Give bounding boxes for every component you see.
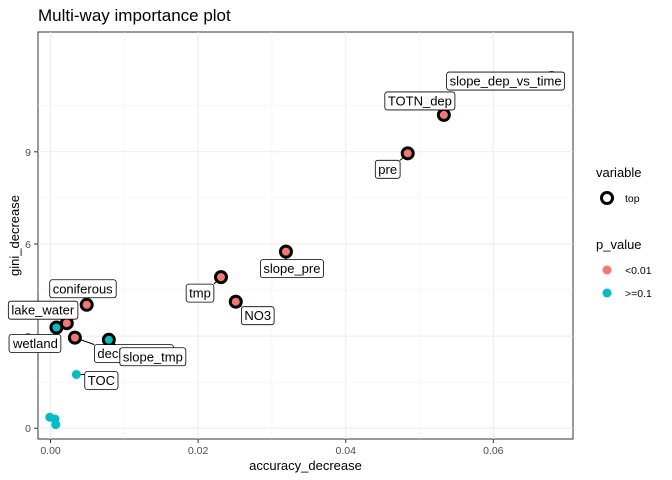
legend-key-top: [600, 191, 614, 205]
point-label-toc: TOC: [84, 371, 119, 390]
point-label-coniferous: coniferous: [49, 279, 117, 299]
point-label-box: [384, 91, 456, 111]
point-label-pre: pre: [374, 159, 401, 179]
point-label-box: [185, 283, 215, 303]
legend-label-lt-001: <0.01: [625, 265, 652, 277]
legend-key-lt-001: [602, 265, 612, 275]
point-label-tmp: tmp: [185, 283, 215, 303]
point-pre: [400, 146, 415, 161]
point-label-text: pre: [378, 162, 397, 177]
point-unlabeled: [51, 420, 61, 430]
chart-title: Multi-way importance plot: [38, 6, 231, 25]
point-tmp: [214, 270, 229, 285]
x-tick-label: 0.02: [188, 445, 209, 457]
point-label-text: slope_pre: [263, 261, 320, 276]
plot-panel: [37, 31, 574, 440]
y-tick-label: 0: [25, 423, 31, 435]
point-label-box: [374, 159, 401, 179]
point-label-text: coniferous: [53, 281, 113, 296]
point-wetland: [49, 320, 64, 335]
point-label-box: [84, 371, 119, 390]
point-label-slope-pre: slope_pre: [259, 259, 324, 279]
y-tick-label: 6: [25, 239, 31, 251]
y-axis-ticks: 0369: [25, 147, 38, 435]
point-slope-pre: [278, 244, 293, 259]
point-no3: [228, 294, 243, 309]
point-label-text: TOTN_dep: [388, 93, 452, 108]
point-label-text: slope_tmp: [123, 349, 183, 364]
point-label-text: lake_water: [11, 303, 75, 318]
point-decid-mixed: [67, 330, 82, 345]
point-label-totn-dep: TOTN_dep: [384, 91, 456, 111]
legend: variable top p_value <0.01 >=0.1: [596, 165, 652, 300]
x-tick-label: 0.04: [335, 445, 356, 457]
point-label-box: [7, 300, 79, 320]
point-label-wetland: wetland: [8, 334, 62, 353]
legend-title-variable: variable: [596, 165, 642, 180]
point-label-text: tmp: [189, 286, 211, 301]
minor-gridlines: [38, 32, 573, 439]
x-axis-ticks: 0.00 0.02 0.04 0.06: [40, 439, 504, 457]
x-tick-label: 0.00: [40, 445, 61, 457]
point-label-box: [446, 71, 566, 91]
y-axis-title: gini_decrease: [7, 195, 22, 276]
point-label-text: wetland: [12, 336, 58, 351]
x-axis-title: accuracy_decrease: [249, 458, 362, 473]
point-label-box: [259, 259, 324, 279]
point-label-slope-tmp: slope_tmp: [119, 347, 187, 367]
legend-title-p-value: p_value: [596, 237, 642, 252]
x-tick-label: 0.06: [483, 445, 504, 457]
point-label-box: [119, 347, 187, 367]
major-gridlines: [38, 32, 573, 439]
point-label-slope-dep-vs-time: slope_dep_vs_time: [446, 71, 566, 91]
point-label-text: NO3: [244, 308, 271, 323]
point-toc: [71, 369, 81, 379]
point-label-text: TOC: [88, 373, 115, 388]
legend-label-ge-01: >=0.1: [625, 288, 652, 300]
point-label-box: [49, 279, 117, 299]
point-coniferous: [79, 297, 94, 312]
point-label-no3: NO3: [240, 306, 275, 326]
point-label-lake-water: lake_water: [7, 300, 79, 320]
legend-label-top: top: [625, 193, 640, 205]
point-label-text: slope_dep_vs_time: [450, 74, 562, 89]
point-label-box: [8, 334, 62, 353]
legend-key-ge-01: [602, 288, 612, 298]
y-tick-label: 9: [25, 147, 31, 159]
point-label-box: [240, 306, 275, 326]
point-slope-tmp: [101, 332, 116, 347]
point-totn-dep: [436, 107, 451, 122]
